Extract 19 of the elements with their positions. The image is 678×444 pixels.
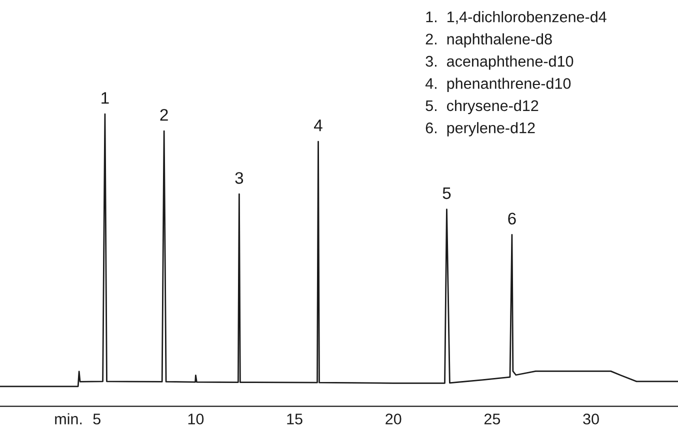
text: 1. 1,4-dichlorobenzene-d4 (426, 11, 606, 24)
annotation: 2 (160, 108, 168, 121)
x-tick-label: 15 (287, 414, 302, 424)
annotation: 6. perylene-d12 (426, 122, 535, 136)
x-tick-label: 10 (188, 414, 204, 424)
annotation: 5. chrysene-d12 (426, 100, 538, 114)
x-tick-label: 5 (93, 414, 100, 424)
annotation: 6 (508, 212, 516, 225)
annotation: 5 (442, 187, 451, 200)
text: 4. phenanthrene-d10 (425, 78, 571, 92)
annotation: 4 (314, 120, 322, 132)
annotation: 1 (102, 92, 109, 104)
annotation: 3 (235, 172, 244, 184)
x-axis-title: min. (55, 413, 82, 424)
x-tick-label: 25 (484, 414, 500, 424)
x-tick-label: 20 (386, 414, 402, 424)
text: 2. naphthalene-d8 (426, 33, 552, 48)
text: 3. acenaphthene-d10 (426, 56, 574, 70)
x-tick-label: 30 (583, 414, 599, 424)
